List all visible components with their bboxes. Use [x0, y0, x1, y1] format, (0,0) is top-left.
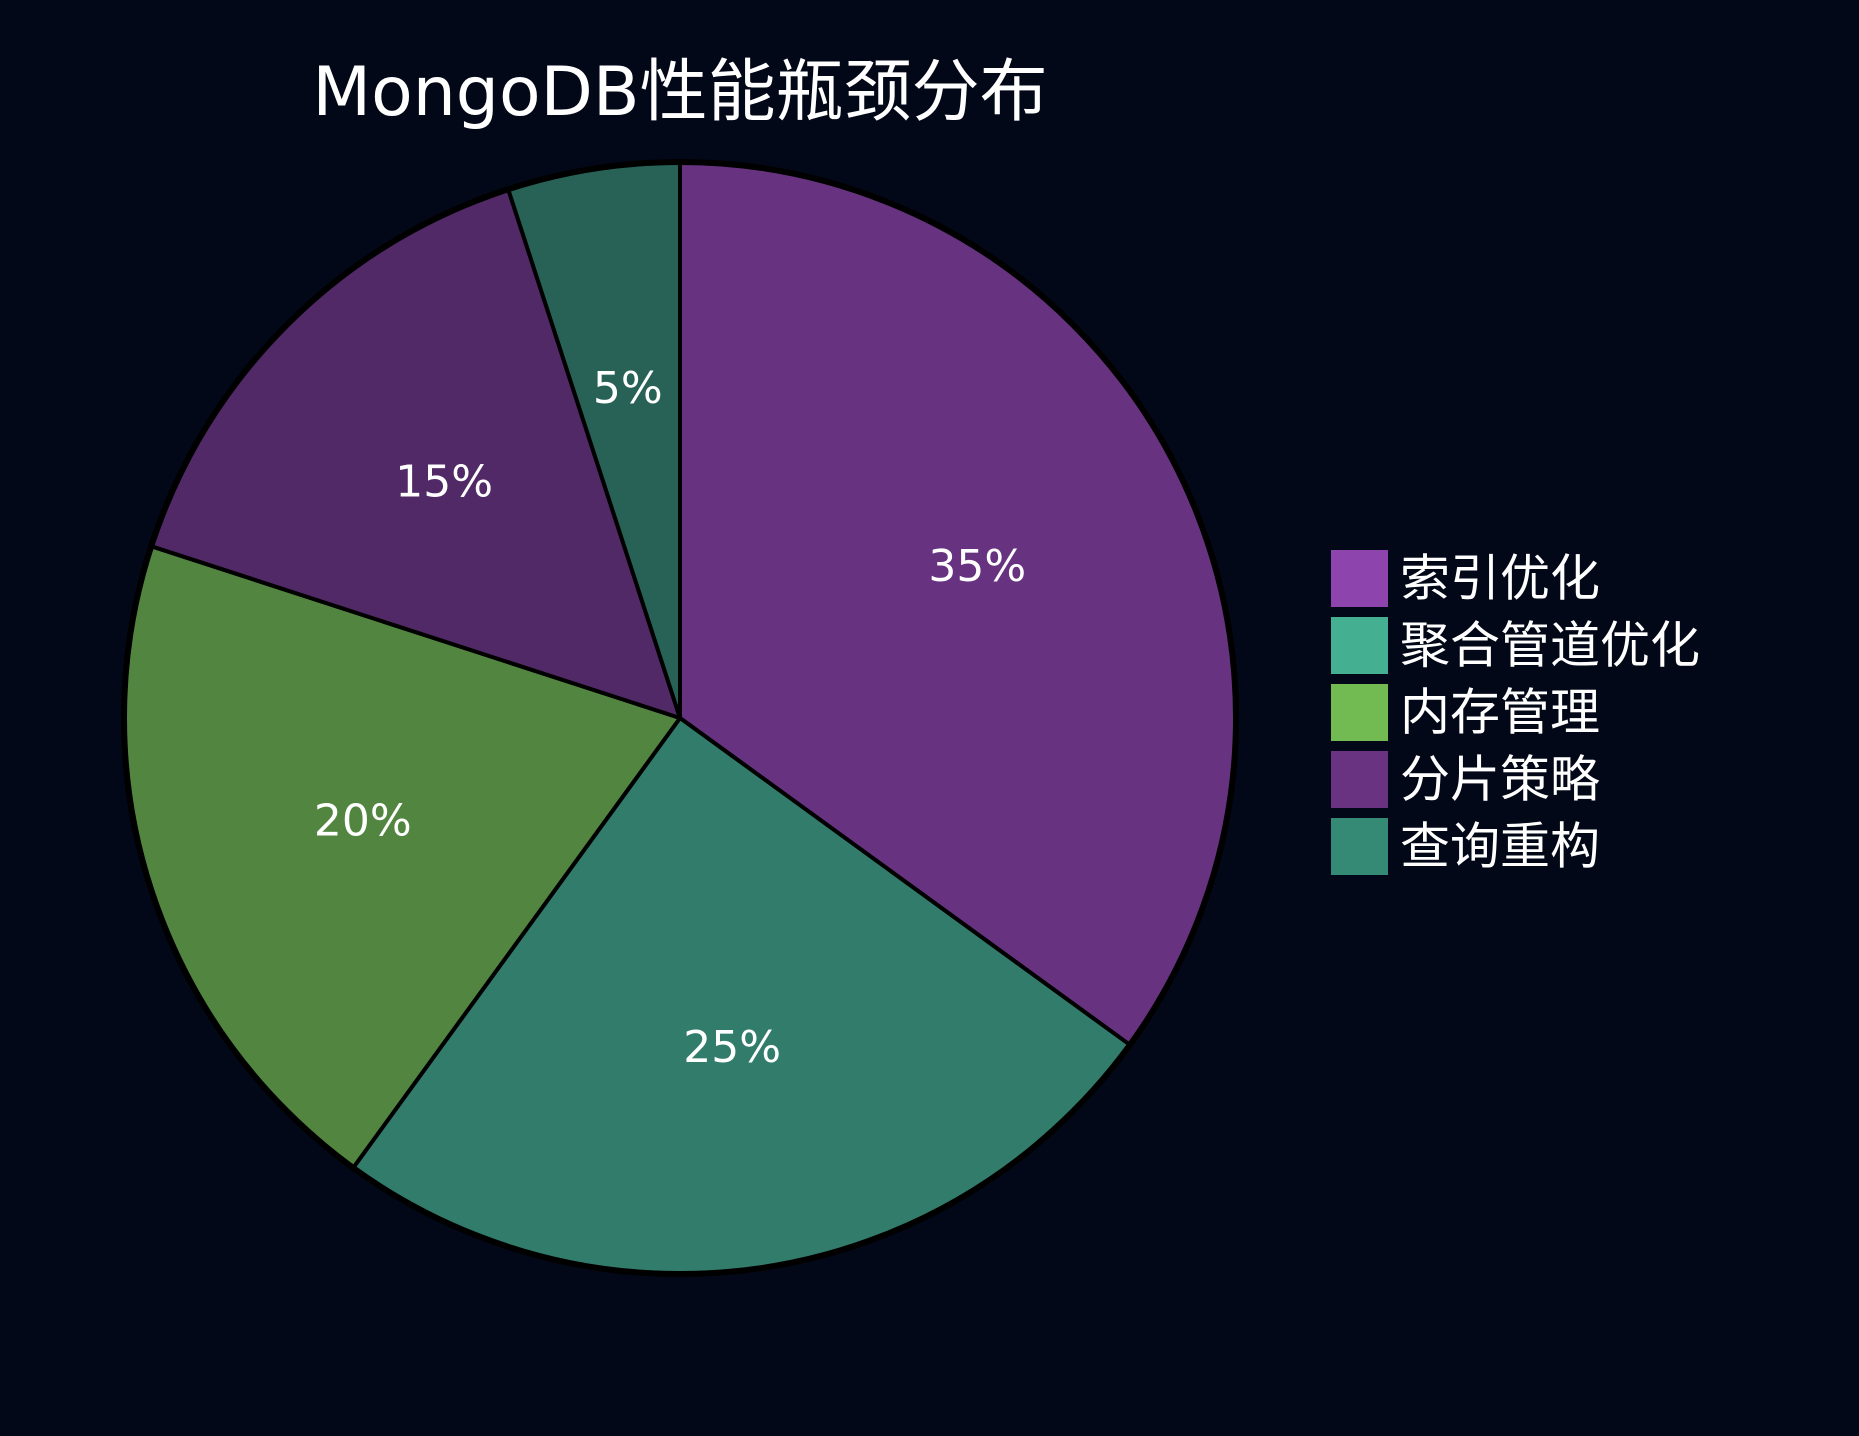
pie-value-label-4: 15% [395, 457, 493, 508]
legend-swatch-2 [1331, 617, 1388, 674]
legend-item: 分片策略 [1331, 751, 1600, 809]
legend-label-5: 查询重构 [1400, 818, 1600, 876]
legend-item: 内存管理 [1331, 684, 1600, 742]
chart-title: MongoDB性能瓶颈分布 [312, 53, 1047, 132]
pie-outline [121, 159, 1239, 1277]
legend-item: 查询重构 [1331, 818, 1600, 876]
legend-item: 聚合管道优化 [1331, 617, 1700, 675]
legend-item: 索引优化 [1331, 550, 1600, 608]
pie-value-label-3: 20% [314, 796, 412, 847]
legend-label-2: 聚合管道优化 [1400, 617, 1700, 675]
legend-swatch-5 [1331, 818, 1388, 875]
legend-label-3: 内存管理 [1400, 684, 1600, 742]
legend-swatch-1 [1331, 550, 1388, 607]
legend-swatch-4 [1331, 751, 1388, 808]
legend-label-1: 索引优化 [1400, 550, 1600, 608]
pie-value-label-2: 25% [683, 1022, 781, 1073]
pie-value-label-5: 5% [593, 363, 663, 414]
legend-swatch-3 [1331, 684, 1388, 741]
pie-slices [121, 159, 1239, 1277]
pie-value-label-1: 35% [928, 541, 1026, 592]
pie-value-labels: 35% 25% 20% 15% 5% [314, 363, 1026, 1073]
legend-label-4: 分片策略 [1400, 751, 1600, 809]
